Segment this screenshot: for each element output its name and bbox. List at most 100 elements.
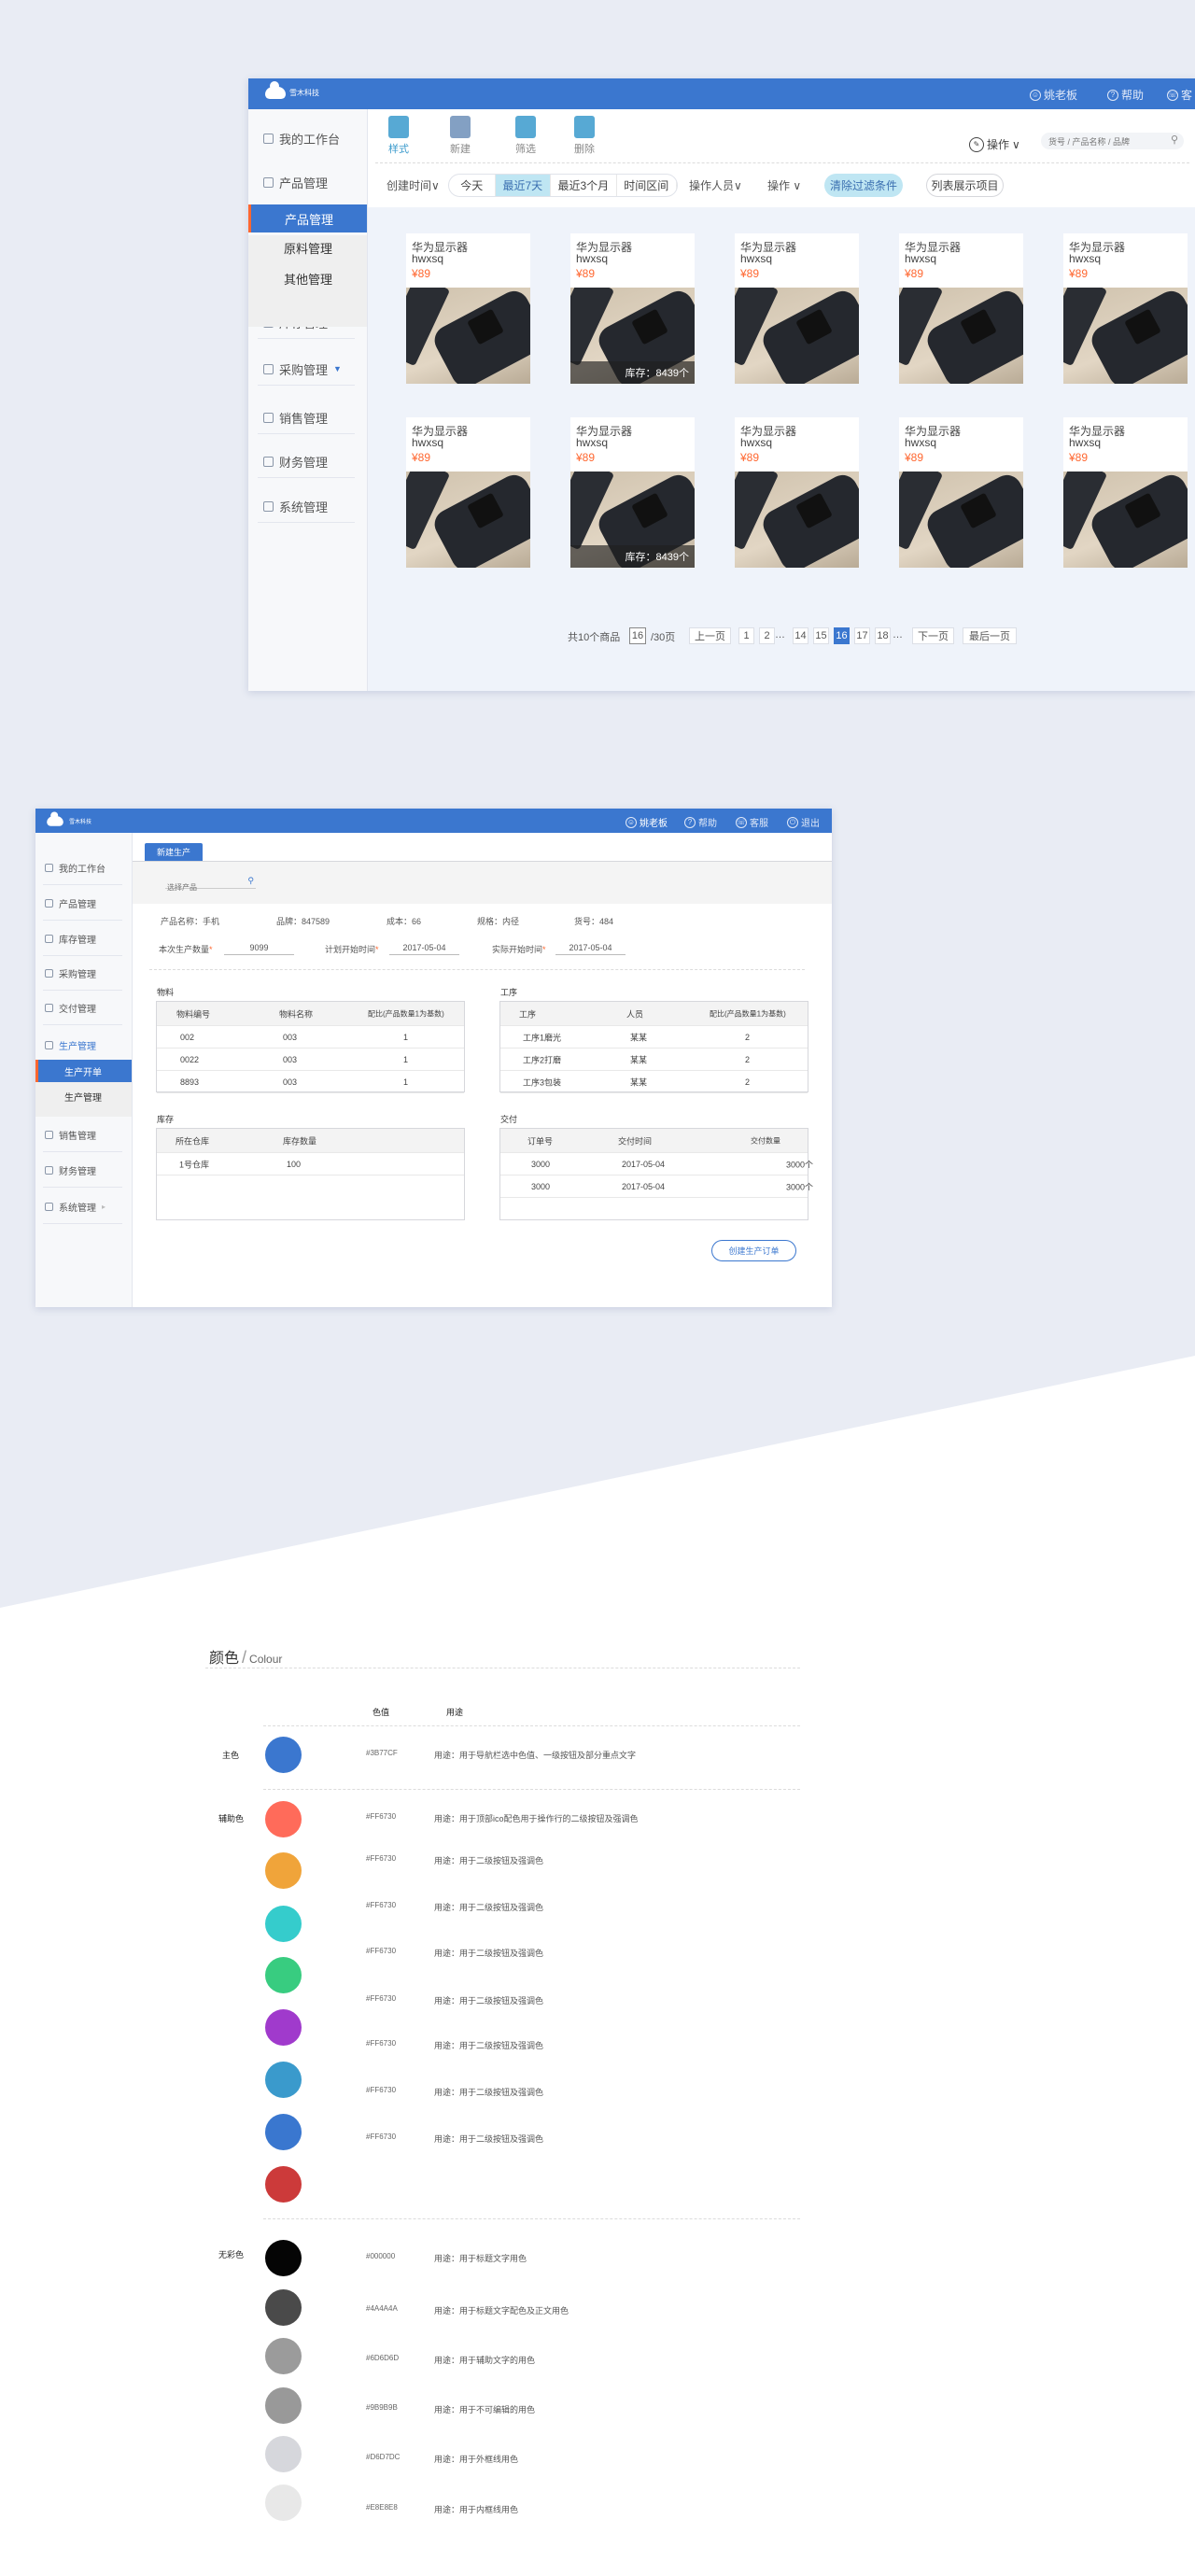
service-link[interactable]: ☏ 客服 — [736, 815, 768, 829]
page-number-button[interactable]: 2 — [759, 627, 775, 644]
page-number-button[interactable]: 18 — [875, 627, 891, 644]
page-number-button[interactable]: 15 — [813, 627, 829, 644]
sidebar-item-label: 采购管理 — [59, 969, 96, 980]
service-link[interactable]: ☏ 客 — [1167, 87, 1192, 103]
product-card[interactable]: 华为显示器 hwxsq ¥89 — [735, 417, 859, 568]
colour-swatch — [265, 2062, 302, 2098]
submenu-item[interactable]: 生产管理 — [64, 1092, 102, 1104]
product-search-input[interactable] — [165, 883, 240, 892]
submenu-item[interactable]: 其他管理 — [284, 272, 333, 287]
sidebar-item[interactable]: 财务管理 — [35, 1162, 132, 1177]
field-input[interactable]: 2017-05-04 — [389, 943, 459, 955]
product-info-item: 产品名称：手机 — [161, 917, 220, 926]
help-icon: ? — [684, 816, 696, 828]
product-card[interactable]: 华为显示器 hwxsq ¥89 — [406, 417, 530, 568]
sidebar-item[interactable]: 采购管理 — [35, 965, 132, 980]
sidebar-item-label: 财务管理 — [59, 1166, 96, 1177]
toolbar-trash-button[interactable]: 删除 — [566, 116, 603, 156]
last-page-button[interactable]: 最后一页 — [963, 627, 1017, 644]
date-range-option[interactable]: 最近7天 — [495, 175, 552, 196]
search-input[interactable] — [1041, 134, 1158, 150]
product-code: hwxsq — [576, 436, 609, 449]
service-label: 客 — [1181, 89, 1193, 102]
table-cell: 工序3包装 — [523, 1077, 562, 1087]
product-card[interactable]: 华为显示器 hwxsq ¥89 — [735, 233, 859, 384]
table-row: 工序1磨光 某某 2 — [500, 1026, 808, 1049]
toolbar-style-button[interactable]: 样式 — [380, 116, 417, 156]
colour-group-label: 主色 — [222, 1751, 240, 1760]
field-input[interactable]: 9099 — [224, 943, 294, 955]
menu-icon — [45, 1202, 53, 1211]
operation-filter[interactable]: 操作 ∨ — [767, 177, 801, 193]
operation-menu[interactable]: ✎ 操作 ∨ — [969, 136, 1020, 152]
toolbar-filter-search-button[interactable]: 筛选 — [507, 116, 544, 156]
product-card[interactable]: 华为显示器 hwxsq ¥89 — [1063, 233, 1188, 384]
help-link[interactable]: ? 帮助 — [1107, 87, 1144, 103]
page-number-button[interactable]: 1 — [738, 627, 754, 644]
submenu-item-active[interactable]: 产品管理 — [248, 204, 367, 232]
operator-filter[interactable]: 操作人员 ∨ — [689, 177, 742, 193]
tab-new-production[interactable]: 新建生产 — [145, 843, 203, 861]
stock-overlay: 库存：8439个 — [570, 361, 695, 384]
sidebar-item[interactable]: 库存管理 — [35, 931, 132, 946]
sidebar-item[interactable]: 系统管理 — [248, 497, 367, 515]
product-card[interactable]: 华为显示器 hwxsq ¥89 库存：8439个 — [570, 233, 695, 384]
product-image — [406, 288, 530, 384]
created-time-filter[interactable]: 创建时间 ∨ — [387, 177, 440, 193]
sidebar-divider — [258, 385, 355, 386]
sidebar-item[interactable]: 采购管理 ▼ — [248, 359, 367, 378]
product-price: ¥89 — [740, 451, 760, 464]
date-range-option[interactable]: 最近3个月 — [551, 175, 617, 196]
sidebar-item[interactable]: 财务管理 — [248, 452, 367, 471]
page-number-button[interactable]: 17 — [854, 627, 870, 644]
date-range-option[interactable]: 今天 — [449, 175, 496, 196]
search-icon[interactable]: ⚲ — [1170, 134, 1178, 146]
sidebar-item[interactable]: 生产管理 — [35, 1037, 132, 1052]
list-columns-button[interactable]: 列表展示项目 — [926, 174, 1004, 197]
table-cell: 3000 — [531, 1159, 551, 1169]
prev-page-button[interactable]: 上一页 — [689, 627, 731, 644]
logout-link[interactable]: ⏻ 退出 — [787, 815, 820, 829]
user-menu[interactable]: ☺ 姚老板 — [1030, 87, 1077, 103]
submenu-item[interactable]: 原料管理 — [284, 241, 333, 256]
sidebar-item[interactable]: 产品管理 — [248, 173, 367, 191]
search-box[interactable]: ⚲ — [1041, 133, 1184, 150]
product-card[interactable]: 华为显示器 hwxsq ¥89 — [406, 233, 530, 384]
product-card[interactable]: 华为显示器 hwxsq ¥89 — [1063, 417, 1188, 568]
product-info-item: 成本：66 — [387, 917, 422, 926]
colour-swatch — [265, 2436, 302, 2472]
sidebar-item[interactable]: 系统管理 ▸ — [35, 1199, 132, 1214]
product-card[interactable]: 华为显示器 hwxsq ¥89 — [899, 417, 1023, 568]
page-number-button[interactable]: 14 — [793, 627, 808, 644]
sidebar-item[interactable]: 我的工作台 — [35, 860, 132, 875]
clear-filters-button[interactable]: 清除过滤条件 — [824, 174, 903, 197]
user-menu[interactable]: ☺ 姚老板 — [626, 815, 668, 829]
page-input[interactable]: 16 — [629, 627, 646, 644]
title-slash: / — [242, 1648, 247, 1667]
sidebar-item[interactable]: 产品管理 — [35, 895, 132, 910]
toolbar-new-doc-button[interactable]: 新建 — [442, 116, 479, 156]
help-label: 帮助 — [698, 819, 717, 829]
product-search[interactable]: ⚲ — [165, 876, 256, 892]
search-icon[interactable]: ⚲ — [247, 876, 254, 885]
sidebar-item[interactable]: 交付管理 — [35, 1000, 132, 1015]
product-card[interactable]: 华为显示器 hwxsq ¥89 库存：8439个 — [570, 417, 695, 568]
sidebar-item[interactable]: 销售管理 — [248, 408, 367, 427]
style-icon — [388, 116, 409, 138]
table-row: 1号仓库 100 — [157, 1153, 464, 1175]
field-input[interactable]: 2017-05-04 — [555, 943, 626, 955]
sidebar-item[interactable]: 销售管理 — [35, 1127, 132, 1142]
submenu-item-active[interactable]: 生产开单 — [35, 1060, 132, 1082]
help-link[interactable]: ? 帮助 — [684, 815, 717, 829]
page-number-button[interactable]: 16 — [834, 627, 850, 644]
next-page-button[interactable]: 下一页 — [912, 627, 954, 644]
table-cell: 3000个 — [786, 1160, 814, 1169]
page-ellipsis: … — [775, 629, 785, 640]
menu-icon — [45, 1165, 53, 1175]
table-header: 所在仓库 库存数量 — [157, 1129, 464, 1153]
sidebar-item[interactable]: 我的工作台 — [248, 129, 367, 148]
create-production-order-button[interactable]: 创建生产订单 — [711, 1240, 796, 1261]
product-card[interactable]: 华为显示器 hwxsq ¥89 — [899, 233, 1023, 384]
date-range-option[interactable]: 时间区间 — [617, 175, 677, 196]
submenu-background — [248, 235, 367, 327]
